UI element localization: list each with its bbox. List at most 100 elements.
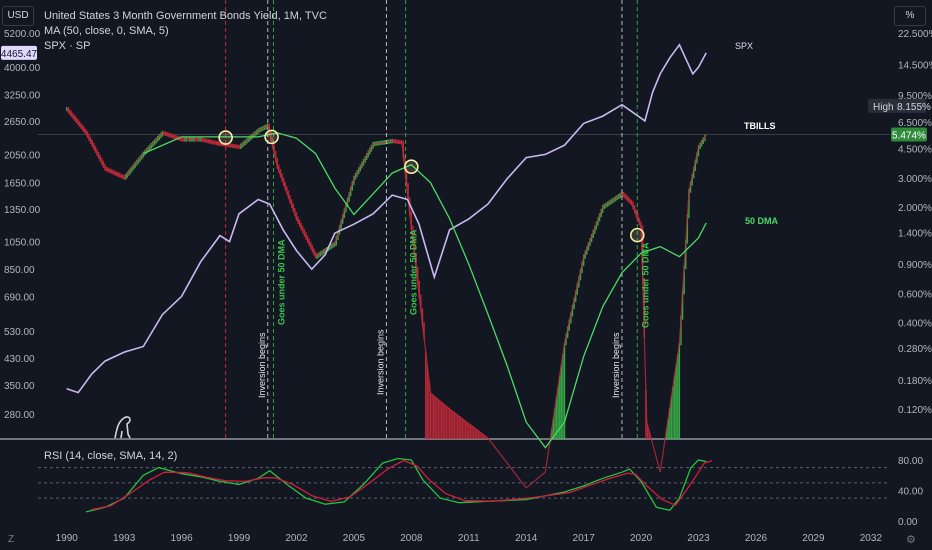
tbill-bar: [407, 183, 409, 202]
tbill-bar: [294, 207, 296, 217]
tbill-bar: [75, 117, 77, 124]
tbill-bar: [439, 400, 441, 439]
tbill-bar: [670, 396, 673, 439]
left-tick-label: 2050.00: [4, 150, 41, 161]
tbill-bar: [337, 230, 339, 241]
tbill-bar: [442, 403, 444, 439]
tbill-bar: [270, 130, 272, 142]
tbill-bar: [286, 186, 288, 195]
left-tick-label: 3250.00: [4, 90, 41, 101]
tbill-bar: [587, 242, 590, 251]
x-tick-label: 2032: [860, 533, 883, 544]
tbill-bar: [292, 203, 294, 212]
tbill-bar: [689, 181, 692, 193]
tbill-bar: [412, 225, 414, 244]
tbill-bar: [423, 322, 425, 340]
tbill-bar: [313, 248, 315, 256]
tbill-bar: [681, 290, 684, 320]
rsi-ma-line: [91, 459, 713, 511]
settings-gear-icon[interactable]: ⚙: [906, 533, 916, 546]
tbill-bar: [405, 168, 408, 188]
left-tick-label: 1350.00: [4, 205, 41, 216]
tbill-bar: [702, 137, 705, 144]
tbill-bar: [161, 130, 164, 137]
tbill-bar: [359, 164, 361, 172]
tbill-bar: [455, 413, 457, 439]
dino-logo-icon: [114, 416, 131, 439]
tbill-bar: [297, 216, 299, 224]
left-tick-label: 1650.00: [4, 179, 41, 190]
tbill-bar: [417, 266, 419, 285]
tbill-bar: [632, 201, 634, 210]
tbill-bar: [565, 333, 567, 346]
ma-line: [143, 132, 707, 449]
tbill-bar: [590, 233, 593, 243]
tbill-bar: [586, 246, 588, 255]
tbill-bar: [311, 245, 314, 253]
tbill-bar: [602, 204, 604, 214]
tbill-bar: [421, 308, 424, 327]
tbill-bar: [683, 265, 685, 295]
x-tick-label: 2023: [687, 533, 710, 544]
tbill-bar: [276, 157, 279, 169]
tbill-bar: [67, 107, 70, 114]
tbill-bar: [348, 192, 350, 202]
tbill-bar: [356, 170, 358, 177]
tbill-bar: [152, 141, 154, 147]
tbill-bar: [704, 134, 706, 142]
event-label: Goes under 50 DMA: [409, 229, 419, 315]
right-tick-label: 1.400%: [898, 229, 932, 240]
right-tick-label: 0.120%: [898, 405, 932, 416]
last-value-badge: [891, 127, 927, 142]
left-tick-label: 530.00: [4, 327, 35, 338]
tbill-bar: [480, 433, 483, 439]
tbill-bar: [69, 109, 71, 116]
tbill-bar: [576, 283, 578, 295]
tbill-bar: [584, 250, 586, 259]
tbill-bar: [570, 312, 572, 324]
x-tick-label: 2026: [745, 533, 768, 544]
tbill-bar: [402, 140, 405, 159]
tbill-bar: [289, 194, 291, 204]
ma-legend[interactable]: MA (50, close, 0, SMA, 5): [44, 25, 169, 37]
rsi-line: [85, 457, 707, 513]
tbill-bar: [450, 410, 452, 439]
x-tick-label: 1999: [228, 533, 251, 544]
zoom-reset-button[interactable]: Z: [8, 534, 14, 545]
tbill-bar: [302, 226, 304, 234]
tbill-bar: [485, 436, 488, 439]
event-label: Inversion begins: [611, 332, 621, 398]
tbill-bar: [667, 418, 669, 439]
rsi-legend[interactable]: RSI (14, close, SMA, 14, 2): [44, 450, 178, 462]
current-price-badge: [1, 45, 37, 60]
tbill-bar: [466, 422, 468, 439]
left-tick-label: 280.00: [4, 410, 35, 421]
tbill-bar: [357, 167, 360, 175]
tbill-bar: [641, 225, 644, 284]
tbill-bar: [474, 428, 476, 439]
tbill-bar: [557, 386, 559, 439]
event-label: Goes under 50 DMA: [640, 242, 650, 328]
tbill-bar: [283, 177, 285, 186]
chart-title: United States 3 Month Government Bonds Y…: [44, 10, 327, 22]
tbill-bar: [409, 197, 411, 216]
unit-usd-button[interactable]: USD: [2, 6, 34, 26]
tbill-bar: [367, 150, 369, 158]
tbill-bar: [554, 407, 556, 439]
tbill-bar: [559, 375, 561, 439]
right-tick-label: 22.500%: [898, 29, 932, 40]
unit-percent-button[interactable]: %: [894, 6, 926, 26]
x-tick-label: 2002: [285, 533, 308, 544]
tbill-bar: [562, 353, 564, 439]
event-label: Goes under 50 DMA: [276, 239, 286, 325]
right-tick-label: 14.500%: [898, 61, 932, 72]
compare-legend[interactable]: SPX · SP: [44, 40, 91, 52]
tbill-bar: [290, 199, 293, 208]
tbill-bar: [595, 221, 598, 230]
tbill-bar: [597, 217, 599, 226]
right-tick-label: 0.900%: [898, 260, 932, 271]
tbill-bar: [70, 111, 73, 118]
tbill-bar: [693, 166, 695, 179]
tbill-bar: [482, 434, 484, 439]
